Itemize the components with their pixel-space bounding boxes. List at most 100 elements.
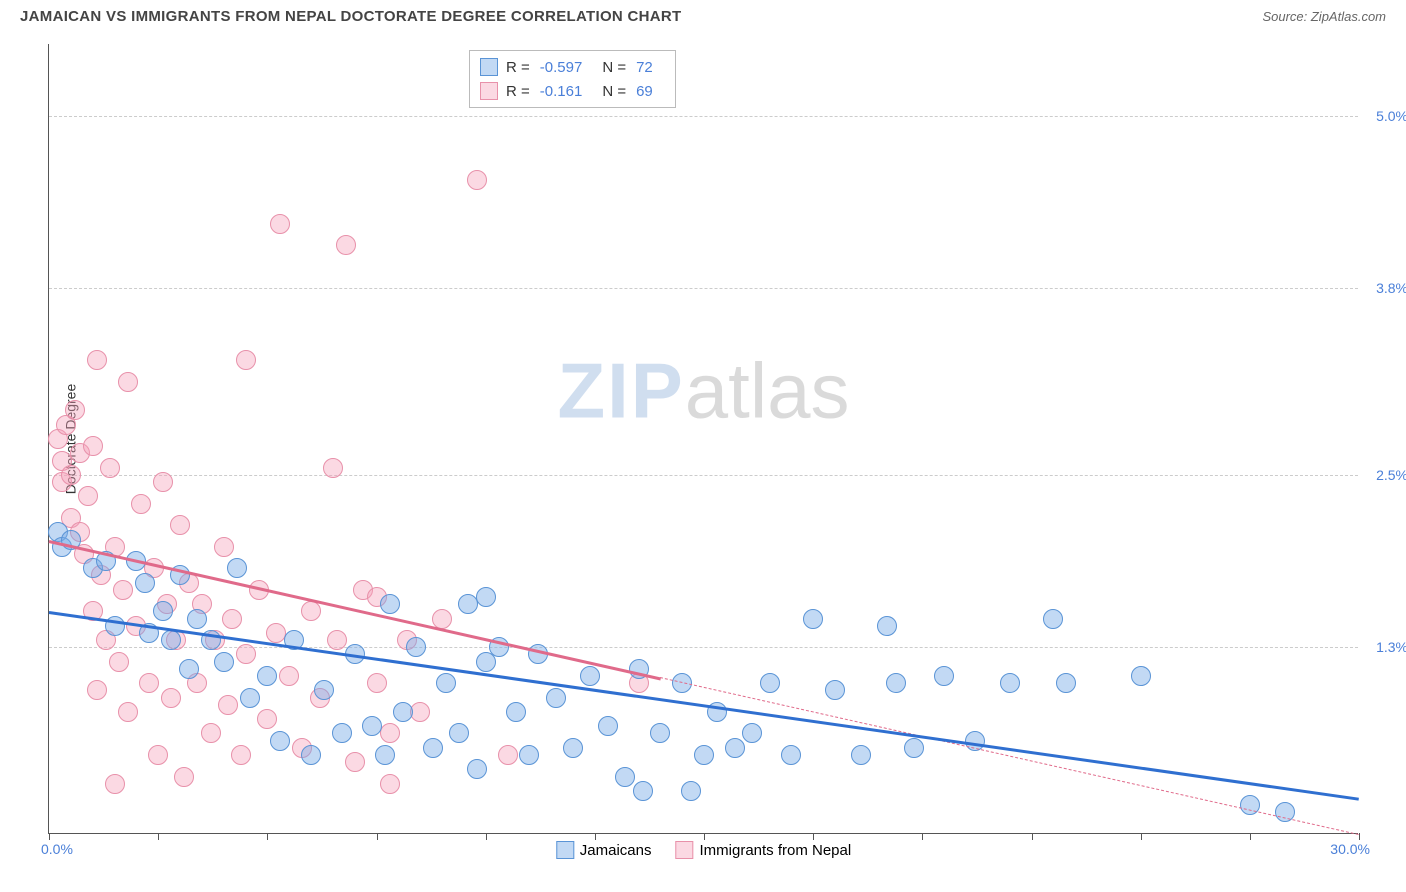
data-point xyxy=(432,609,452,629)
data-point xyxy=(222,609,242,629)
data-point xyxy=(187,609,207,629)
watermark: ZIPatlas xyxy=(557,346,849,437)
data-point xyxy=(231,745,251,765)
legend-swatch xyxy=(480,82,498,100)
data-point xyxy=(781,745,801,765)
data-point xyxy=(257,666,277,686)
data-point xyxy=(301,745,321,765)
data-point xyxy=(362,716,382,736)
data-point xyxy=(214,537,234,557)
data-point xyxy=(148,745,168,765)
data-point xyxy=(336,235,356,255)
data-point xyxy=(650,723,670,743)
data-point xyxy=(105,774,125,794)
data-point xyxy=(327,630,347,650)
x-tick xyxy=(922,833,923,840)
y-tick-label: 2.5% xyxy=(1364,467,1406,483)
data-point xyxy=(323,458,343,478)
data-point xyxy=(240,688,260,708)
data-point xyxy=(375,745,395,765)
data-point xyxy=(279,666,299,686)
legend-row: R = -0.161 N = 69 xyxy=(480,79,665,103)
legend-item: Immigrants from Nepal xyxy=(675,841,851,859)
x-tick xyxy=(158,833,159,840)
data-point xyxy=(1056,673,1076,693)
legend-r-label: R = xyxy=(506,59,530,76)
data-point xyxy=(139,673,159,693)
source-label: Source: ZipAtlas.com xyxy=(1262,9,1386,24)
data-point xyxy=(161,688,181,708)
data-point xyxy=(332,723,352,743)
correlation-legend: R =-0.597N =72R =-0.161N =69 xyxy=(469,50,676,108)
legend-n-value: 72 xyxy=(636,59,653,76)
data-point xyxy=(1043,609,1063,629)
data-point xyxy=(904,738,924,758)
legend-label: Jamaicans xyxy=(580,842,652,859)
data-point xyxy=(615,767,635,787)
data-point xyxy=(380,774,400,794)
x-tick xyxy=(704,833,705,840)
data-point xyxy=(214,652,234,672)
data-point xyxy=(681,781,701,801)
legend-item: Jamaicans xyxy=(556,841,652,859)
data-point xyxy=(236,644,256,664)
data-point xyxy=(423,738,443,758)
x-tick xyxy=(595,833,596,840)
legend-swatch xyxy=(556,841,574,859)
x-tick xyxy=(1250,833,1251,840)
data-point xyxy=(179,659,199,679)
data-point xyxy=(546,688,566,708)
data-point xyxy=(87,350,107,370)
legend-r-value: -0.161 xyxy=(540,83,583,100)
x-min-label: 0.0% xyxy=(41,841,73,857)
data-point xyxy=(78,486,98,506)
data-point xyxy=(934,666,954,686)
data-point xyxy=(1000,673,1020,693)
data-point xyxy=(519,745,539,765)
legend-swatch xyxy=(675,841,693,859)
data-point xyxy=(113,580,133,600)
data-point xyxy=(580,666,600,686)
data-point xyxy=(109,652,129,672)
data-point xyxy=(742,723,762,743)
gridline xyxy=(49,288,1358,289)
data-point xyxy=(506,702,526,722)
y-tick-label: 1.3% xyxy=(1364,639,1406,655)
data-point xyxy=(886,673,906,693)
data-point xyxy=(406,637,426,657)
data-point xyxy=(436,673,456,693)
x-tick xyxy=(813,833,814,840)
chart-title: JAMAICAN VS IMMIGRANTS FROM NEPAL DOCTOR… xyxy=(20,8,682,25)
data-point xyxy=(270,214,290,234)
data-point xyxy=(100,458,120,478)
data-point xyxy=(201,723,221,743)
data-point xyxy=(345,752,365,772)
data-point xyxy=(1131,666,1151,686)
gridline xyxy=(49,116,1358,117)
data-point xyxy=(153,472,173,492)
legend-n-label: N = xyxy=(602,59,626,76)
data-point xyxy=(161,630,181,650)
legend-r-label: R = xyxy=(506,83,530,100)
data-point xyxy=(725,738,745,758)
data-point xyxy=(380,594,400,614)
data-point xyxy=(410,702,430,722)
data-point xyxy=(380,723,400,743)
data-point xyxy=(314,680,334,700)
data-point xyxy=(236,350,256,370)
y-tick-label: 5.0% xyxy=(1364,108,1406,124)
data-point xyxy=(65,400,85,420)
data-point xyxy=(131,494,151,514)
x-max-label: 30.0% xyxy=(1330,841,1370,857)
data-point xyxy=(498,745,518,765)
data-point xyxy=(449,723,469,743)
data-point xyxy=(61,465,81,485)
data-point xyxy=(476,587,496,607)
legend-n-label: N = xyxy=(602,83,626,100)
data-point xyxy=(393,702,413,722)
data-point xyxy=(563,738,583,758)
trend-line xyxy=(660,677,1359,835)
data-point xyxy=(825,680,845,700)
legend-swatch xyxy=(480,58,498,76)
legend-n-value: 69 xyxy=(636,83,653,100)
